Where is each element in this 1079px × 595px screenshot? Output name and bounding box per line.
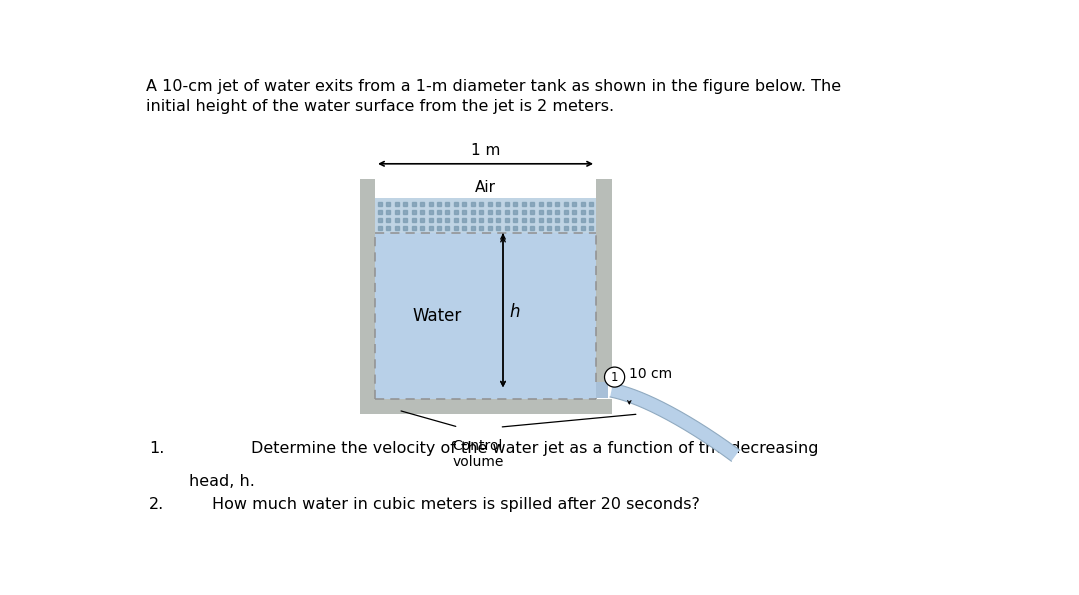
- Text: How much water in cubic meters is spilled after 20 seconds?: How much water in cubic meters is spille…: [213, 497, 700, 512]
- FancyBboxPatch shape: [375, 199, 596, 399]
- Text: 1: 1: [611, 371, 618, 384]
- Text: h: h: [509, 303, 520, 321]
- Text: 2.: 2.: [149, 497, 164, 512]
- FancyBboxPatch shape: [375, 199, 596, 233]
- FancyBboxPatch shape: [359, 399, 612, 414]
- Text: Air: Air: [475, 180, 496, 195]
- Text: 1 m: 1 m: [470, 143, 501, 158]
- FancyBboxPatch shape: [359, 179, 375, 399]
- FancyBboxPatch shape: [596, 179, 612, 382]
- Text: head, h.: head, h.: [189, 474, 255, 489]
- FancyBboxPatch shape: [596, 383, 609, 398]
- Text: A 10-cm jet of water exits from a 1-m diameter tank as shown in the figure below: A 10-cm jet of water exits from a 1-m di…: [147, 79, 842, 114]
- FancyBboxPatch shape: [596, 399, 612, 414]
- Text: Determine the velocity of the water jet as a function of the decreasing: Determine the velocity of the water jet …: [251, 441, 819, 456]
- Circle shape: [604, 367, 625, 387]
- Polygon shape: [610, 383, 740, 461]
- Text: volume: volume: [452, 455, 504, 469]
- Text: Water: Water: [412, 307, 462, 325]
- Text: 10 cm: 10 cm: [629, 367, 672, 381]
- Text: Control: Control: [452, 440, 503, 453]
- Text: 1.: 1.: [149, 441, 164, 456]
